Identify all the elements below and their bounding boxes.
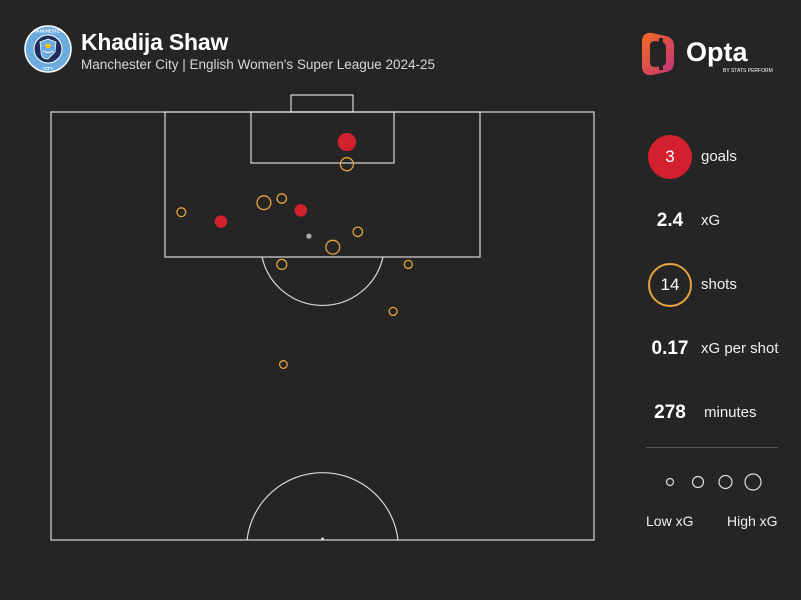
goal-marker — [214, 215, 228, 228]
opta-logo-icon: Opta BY STATS PERFORM — [642, 32, 773, 76]
penalty-area — [164, 111, 481, 258]
stat-xg: 2.4 xG — [640, 199, 790, 243]
centre-spot — [321, 537, 324, 541]
page-subtitle: Manchester City | English Women's Super … — [81, 57, 436, 72]
goals-label: goals — [701, 148, 737, 165]
legend-size-1 — [665, 477, 675, 487]
shot-marker — [176, 207, 187, 218]
pitch-outline — [50, 111, 595, 541]
legend-size-4 — [744, 473, 762, 491]
minutes-value: 278 — [654, 402, 686, 423]
shot-marker — [276, 193, 288, 204]
goals-circle: 3 — [648, 135, 692, 179]
xg-per-shot-value: 0.17 — [651, 338, 689, 359]
stat-goals: 3 goals — [640, 135, 790, 179]
xg-size-legend — [665, 473, 762, 491]
crest-text-bottom: CITY — [43, 66, 53, 71]
page-title: Khadija Shaw — [81, 29, 229, 55]
minutes-label: minutes — [704, 404, 757, 421]
xg-value: 2.4 — [656, 210, 684, 231]
shot-marker — [339, 157, 355, 172]
goal-frame — [290, 94, 354, 113]
shots-label: shots — [701, 276, 737, 293]
blocked-shot-marker — [306, 233, 312, 239]
manchester-city-crest-icon: MANCHESTER CITY — [24, 25, 72, 73]
opta-tagline: BY STATS PERFORM — [723, 68, 773, 74]
shot-marker — [352, 226, 364, 238]
stat-xg-per-shot: 0.17 xG per shot — [640, 327, 790, 371]
xg-label: xG — [701, 212, 721, 229]
stat-minutes: 278 minutes — [640, 391, 790, 435]
legend-size-2 — [691, 475, 705, 489]
centre-circle-arc — [246, 472, 399, 541]
stats-divider — [646, 447, 778, 448]
goal-marker — [294, 204, 308, 217]
crest-text-top: MANCHESTER — [33, 29, 63, 34]
shots-circle: 14 — [648, 263, 692, 307]
shot-marker — [278, 360, 288, 369]
six-yard-box — [250, 111, 395, 164]
shots-layer — [176, 132, 413, 369]
shot-marker — [256, 195, 272, 211]
legend-size-3 — [718, 474, 733, 490]
opta-brand-name: Opta — [686, 37, 748, 67]
shot-marker — [388, 306, 398, 317]
shot-marker — [276, 258, 288, 271]
penalty-arc — [261, 256, 384, 307]
goal-marker — [337, 132, 357, 152]
legend-low-xg-label: Low xG — [646, 513, 694, 529]
legend-high-xg-label: High xG — [727, 513, 778, 529]
shot-marker — [403, 259, 413, 270]
stat-shots: 14 shots — [640, 263, 790, 307]
xg-per-shot-label: xG per shot — [701, 340, 779, 357]
shot-marker — [325, 239, 341, 255]
